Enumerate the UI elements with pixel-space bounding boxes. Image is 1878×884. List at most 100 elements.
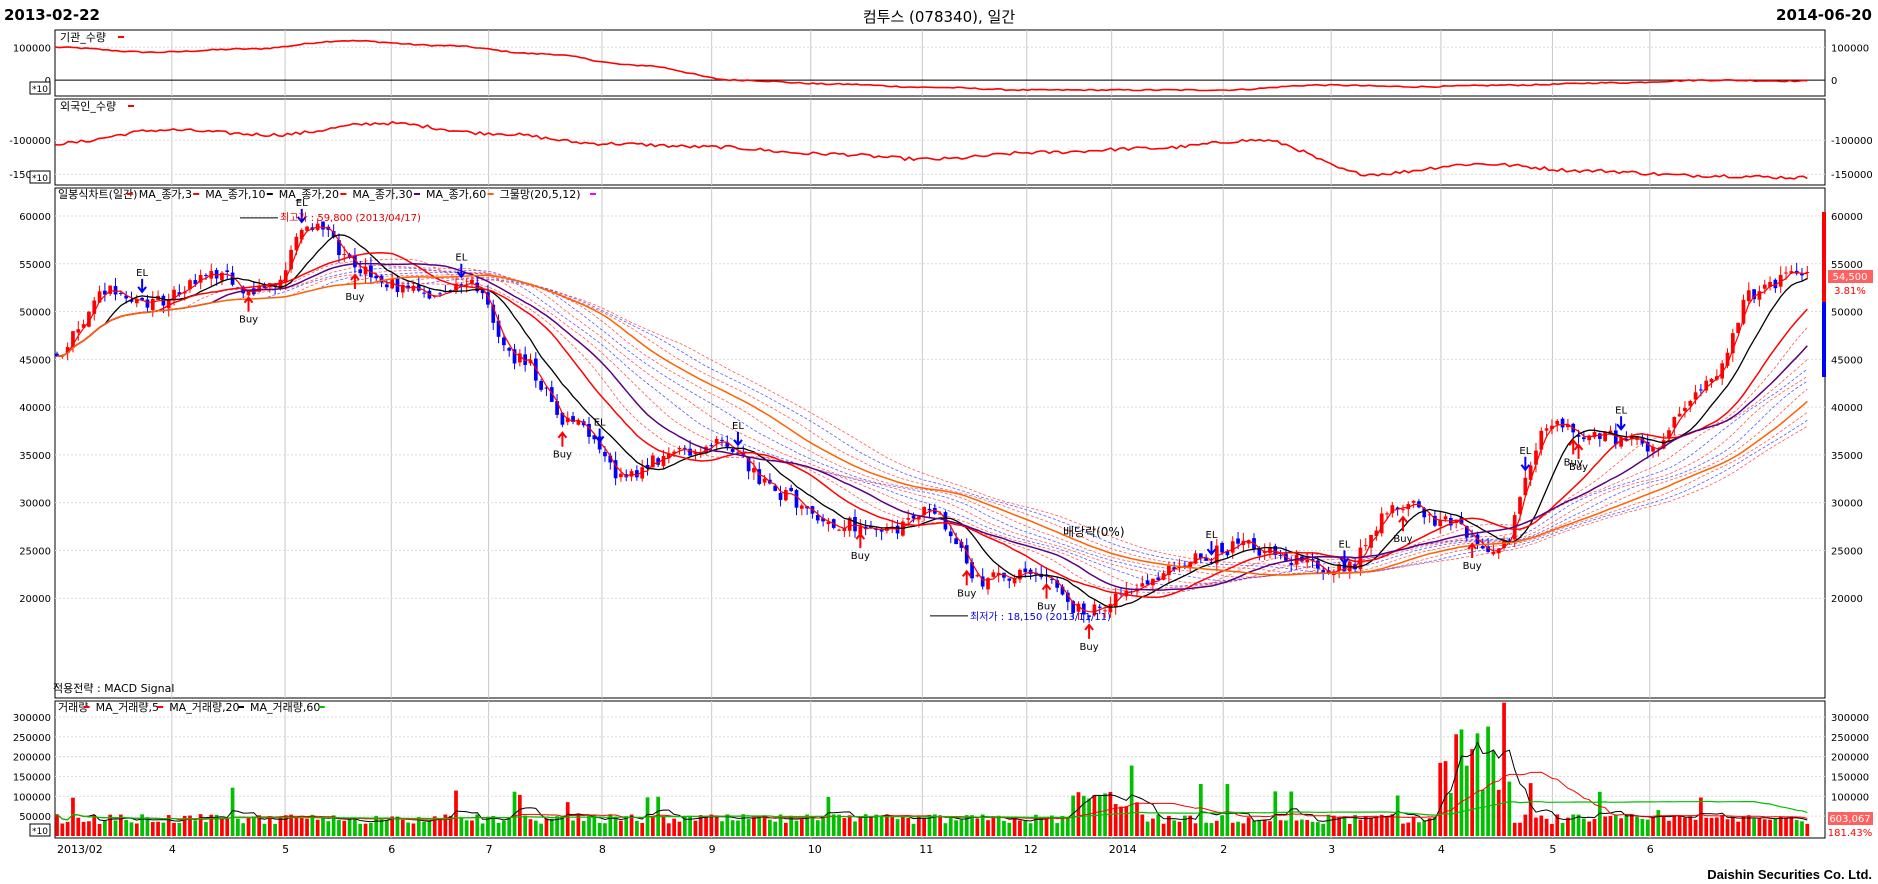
candle-body xyxy=(1268,548,1272,553)
candle-body xyxy=(1278,554,1283,556)
candle-body xyxy=(1321,570,1326,573)
volume-bar xyxy=(1193,823,1198,836)
signal-arrow-down xyxy=(456,263,467,279)
volume-bar xyxy=(778,814,783,836)
volume-bar xyxy=(71,797,75,836)
candle-body xyxy=(757,469,762,484)
signal-arrow-down xyxy=(1520,456,1531,472)
x-tick-label: 2 xyxy=(1220,843,1227,856)
candle-body xyxy=(459,284,464,286)
volume-bar xyxy=(533,820,538,836)
volume-bar xyxy=(1603,816,1607,836)
volume-bar xyxy=(879,816,884,836)
y-tick-label: 200000 xyxy=(13,753,51,764)
volume-bar xyxy=(1161,823,1166,836)
volume-bar xyxy=(613,816,618,836)
volume-bar xyxy=(661,816,666,836)
candle-body xyxy=(1778,274,1783,287)
volume-bar xyxy=(1496,789,1501,836)
signal-buy: Buy xyxy=(1463,561,1482,572)
volume-bar xyxy=(1576,814,1581,836)
candle-body xyxy=(129,299,134,302)
current-volume-badge xyxy=(1828,812,1873,825)
volume-legend-item: MA_거래량,5 xyxy=(96,701,159,714)
net-line xyxy=(56,274,1808,576)
candle-body xyxy=(688,448,692,456)
candle-body xyxy=(406,285,410,289)
current-price-badge xyxy=(1828,270,1873,283)
candle-body xyxy=(1645,442,1650,452)
candle-body xyxy=(411,285,416,291)
volume-bar xyxy=(932,814,937,836)
start-date: 2013-02-22 xyxy=(4,6,100,24)
volume-bar xyxy=(305,818,309,836)
candle-body xyxy=(1576,435,1581,437)
signal-el: EL xyxy=(594,417,606,428)
candle-body xyxy=(1092,604,1097,616)
volume-bar xyxy=(1651,817,1655,836)
high-price-label: 최고가 : 59,800 (2013/04/17) xyxy=(280,212,421,224)
volume-bar xyxy=(475,814,480,836)
volume-bar xyxy=(1656,810,1661,836)
volume-bar xyxy=(1464,765,1469,836)
signal-arrow-up xyxy=(243,296,254,312)
candle-body xyxy=(1411,500,1416,503)
volume-bar xyxy=(1018,820,1022,836)
volume-bar xyxy=(172,822,176,836)
volume-bar xyxy=(1395,795,1400,836)
volume-bar xyxy=(959,819,964,836)
volume-bar xyxy=(246,817,251,836)
volume-bar xyxy=(1039,817,1044,836)
volume-bar xyxy=(1502,702,1506,836)
volume-bar xyxy=(198,814,203,836)
candle-body xyxy=(778,492,783,500)
candle-body xyxy=(1480,546,1485,549)
volume-percent-label: 181.43% xyxy=(1828,828,1873,839)
candle-body xyxy=(134,298,139,304)
signal-arrow-up xyxy=(1041,582,1052,599)
volume-bar xyxy=(523,815,528,836)
candle-body xyxy=(592,435,597,440)
signal-buy: Buy xyxy=(1564,457,1583,468)
candle-body xyxy=(1140,583,1145,587)
ma-line-30 xyxy=(56,262,1808,591)
candle-body xyxy=(87,311,91,327)
volume-bar xyxy=(1699,797,1703,836)
volume-bar xyxy=(1427,818,1432,836)
signal-arrow-down xyxy=(733,431,743,447)
volume-bar xyxy=(640,822,645,836)
volume-bar xyxy=(193,820,198,836)
candle-body xyxy=(1768,281,1772,287)
volume-bar xyxy=(1363,815,1368,836)
volume-bar xyxy=(1347,823,1352,836)
candle-body xyxy=(954,538,958,545)
volume-bar xyxy=(464,820,469,836)
volume-bar xyxy=(1683,817,1687,836)
candle-body xyxy=(650,455,655,468)
candle-body xyxy=(353,255,357,267)
candle-body xyxy=(225,270,230,272)
end-date: 2014-06-20 xyxy=(1776,6,1872,24)
volume-bar xyxy=(847,815,852,836)
volume-bar xyxy=(1140,814,1145,836)
net-line xyxy=(56,269,1808,584)
candle-body xyxy=(321,221,325,230)
volume-bar xyxy=(1273,791,1278,836)
volume-bar xyxy=(1406,822,1411,836)
panel-frame-forn xyxy=(54,98,1826,186)
candle-body xyxy=(1087,615,1091,617)
volume-bar xyxy=(1342,816,1347,836)
candle-body xyxy=(1076,603,1081,612)
volume-bar xyxy=(768,819,772,836)
candle-body xyxy=(858,526,863,535)
candle-body xyxy=(448,290,453,292)
change-percent-label: 3.81% xyxy=(1834,286,1866,297)
candle-body xyxy=(1597,433,1602,439)
candle-body xyxy=(1730,333,1735,354)
candle-body xyxy=(927,508,932,511)
candle-body xyxy=(1699,389,1703,391)
candle-body xyxy=(975,575,980,577)
volume-bar xyxy=(1571,814,1576,836)
volume-bar xyxy=(347,818,352,836)
